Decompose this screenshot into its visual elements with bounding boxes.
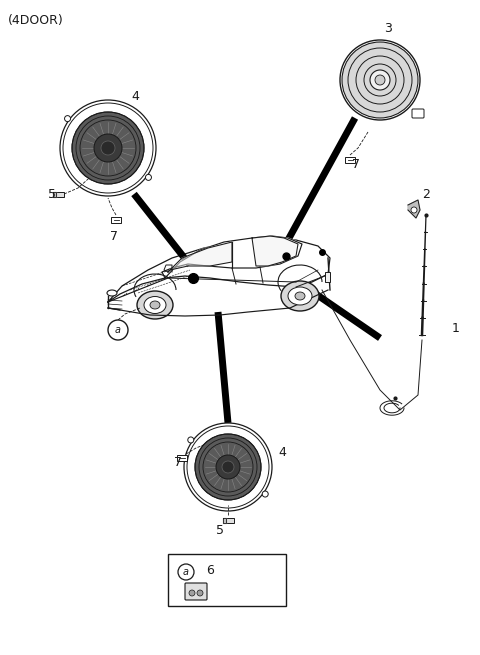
Polygon shape bbox=[108, 240, 330, 302]
Text: 6: 6 bbox=[206, 563, 214, 576]
FancyBboxPatch shape bbox=[111, 217, 121, 223]
Ellipse shape bbox=[150, 301, 160, 309]
Text: 7: 7 bbox=[110, 230, 118, 243]
FancyBboxPatch shape bbox=[223, 517, 233, 523]
Circle shape bbox=[375, 75, 385, 85]
Polygon shape bbox=[168, 242, 232, 272]
Circle shape bbox=[342, 42, 418, 118]
FancyBboxPatch shape bbox=[177, 455, 187, 461]
Polygon shape bbox=[223, 517, 226, 523]
FancyBboxPatch shape bbox=[168, 554, 286, 606]
Text: 2: 2 bbox=[422, 189, 430, 202]
Text: 5: 5 bbox=[216, 524, 224, 537]
Circle shape bbox=[72, 112, 144, 184]
Ellipse shape bbox=[137, 291, 173, 319]
FancyBboxPatch shape bbox=[52, 191, 63, 196]
Circle shape bbox=[197, 590, 203, 596]
Ellipse shape bbox=[295, 292, 305, 300]
Circle shape bbox=[94, 134, 122, 162]
Text: a: a bbox=[115, 325, 121, 335]
Circle shape bbox=[145, 174, 152, 180]
Circle shape bbox=[108, 320, 128, 340]
Text: 7: 7 bbox=[352, 159, 360, 172]
Text: (4DOOR): (4DOOR) bbox=[8, 14, 64, 27]
Text: 1: 1 bbox=[452, 322, 460, 335]
Text: 7: 7 bbox=[174, 457, 182, 470]
Ellipse shape bbox=[144, 297, 166, 314]
Ellipse shape bbox=[281, 281, 319, 311]
FancyBboxPatch shape bbox=[412, 109, 424, 118]
Polygon shape bbox=[162, 236, 302, 278]
FancyBboxPatch shape bbox=[345, 157, 355, 163]
Circle shape bbox=[262, 491, 268, 497]
Circle shape bbox=[189, 590, 195, 596]
Circle shape bbox=[188, 437, 194, 443]
Circle shape bbox=[216, 455, 240, 479]
Circle shape bbox=[63, 103, 153, 193]
Text: 3: 3 bbox=[384, 22, 392, 35]
Circle shape bbox=[411, 207, 417, 213]
Text: 4: 4 bbox=[278, 445, 286, 458]
FancyBboxPatch shape bbox=[185, 583, 207, 600]
Circle shape bbox=[60, 100, 156, 196]
Circle shape bbox=[195, 434, 261, 500]
Circle shape bbox=[222, 461, 234, 473]
Circle shape bbox=[187, 426, 269, 508]
Circle shape bbox=[184, 423, 272, 511]
Ellipse shape bbox=[107, 290, 117, 296]
Circle shape bbox=[370, 70, 390, 90]
Polygon shape bbox=[52, 191, 56, 196]
Ellipse shape bbox=[288, 287, 312, 305]
Circle shape bbox=[64, 116, 71, 122]
Circle shape bbox=[340, 40, 420, 120]
Circle shape bbox=[178, 564, 194, 580]
Text: a: a bbox=[183, 567, 189, 577]
Text: 5: 5 bbox=[48, 187, 56, 200]
Text: 4: 4 bbox=[131, 90, 139, 103]
Circle shape bbox=[101, 141, 115, 155]
Polygon shape bbox=[408, 200, 420, 218]
Bar bbox=[325, 272, 330, 282]
Polygon shape bbox=[252, 236, 298, 266]
